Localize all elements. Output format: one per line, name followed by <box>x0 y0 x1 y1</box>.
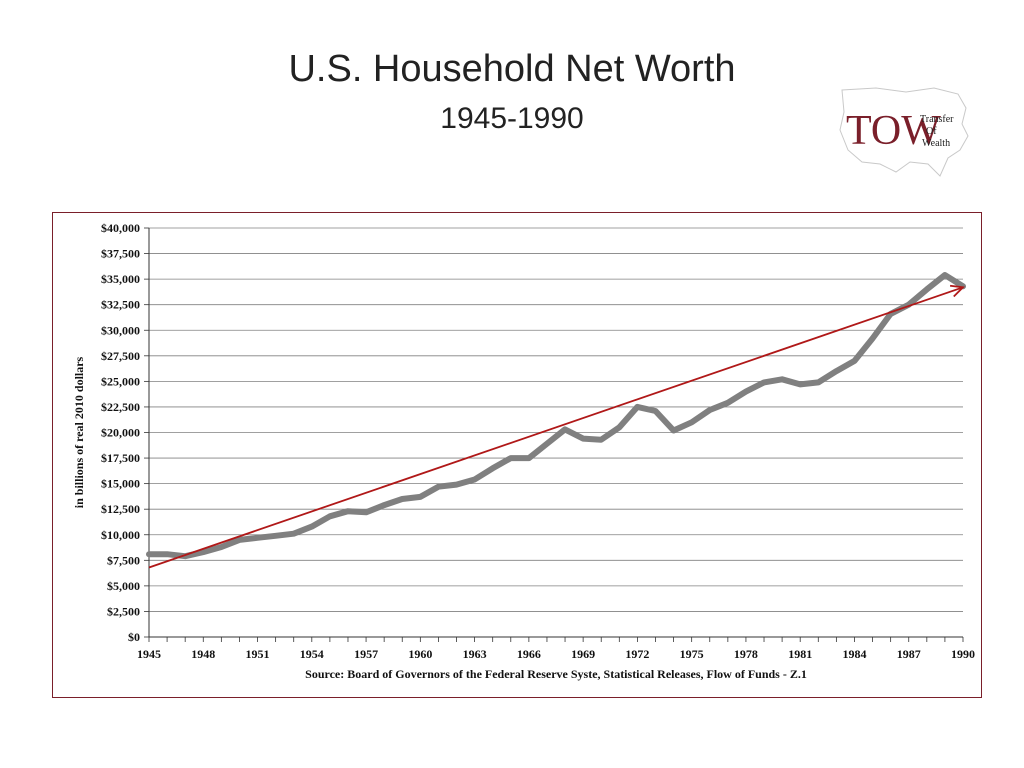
series-point <box>456 484 458 486</box>
series-point <box>293 533 295 535</box>
y-tick-label: $5,000 <box>107 579 140 593</box>
series-point <box>853 360 855 362</box>
x-tick-label: 1948 <box>191 647 215 661</box>
series-point <box>872 337 874 339</box>
series-point <box>817 381 819 383</box>
logo-line-2: Of <box>926 126 937 137</box>
series-point <box>474 479 476 481</box>
chart-frame: $0 $2,500 $5,000 $7,500 $10,000 $12,500 $15,00… <box>52 212 982 698</box>
series-line-net-worth <box>146 272 966 560</box>
series-point <box>926 288 928 290</box>
series-point <box>510 457 512 459</box>
series-point <box>636 406 638 408</box>
series-point <box>347 510 349 512</box>
x-tick-label: 1987 <box>897 647 921 661</box>
y-tick-label: $2,500 <box>107 604 140 618</box>
x-tick-label: 1972 <box>625 647 649 661</box>
series-point <box>383 504 385 506</box>
y-axis-title: in billions of real 2010 dollars <box>72 356 86 508</box>
y-tick-label: $7,500 <box>107 553 140 567</box>
x-tick-label: 1945 <box>137 647 161 661</box>
logo-line-3: Wealth <box>922 138 950 149</box>
y-tick-label: $27,500 <box>101 349 140 363</box>
y-tick-label: $40,000 <box>101 221 140 235</box>
y-tick-label: $30,000 <box>101 323 140 337</box>
x-axis-tick-labels: 1945 1948 1951 1954 1957 1960 1963 1966 1969 1972… <box>137 647 975 661</box>
x-tick-label: 1975 <box>680 647 704 661</box>
series-point <box>564 428 566 430</box>
x-tick-label: 1957 <box>354 647 378 661</box>
series-point <box>835 370 837 372</box>
series-point <box>654 410 656 412</box>
series-point <box>799 383 801 385</box>
trend-arrow-head <box>949 284 965 298</box>
series-point <box>257 537 259 539</box>
series-point <box>220 546 222 548</box>
y-tick-label: $22,500 <box>101 400 140 414</box>
series-point <box>275 535 277 537</box>
x-tick-label: 1951 <box>246 647 270 661</box>
series-point <box>600 439 602 441</box>
y-tick-label: $35,000 <box>101 272 140 286</box>
y-tick-label: $20,000 <box>101 426 140 440</box>
series-point <box>763 381 765 383</box>
trend-arrow <box>148 286 964 569</box>
series-point <box>528 457 530 459</box>
series-point <box>618 426 620 428</box>
y-tick-label: $37,500 <box>101 247 140 261</box>
x-tick-label: 1978 <box>734 647 758 661</box>
y-tick-label: $12,500 <box>101 502 140 516</box>
series-point <box>890 313 892 315</box>
us-map-outline <box>839 87 969 177</box>
series-point <box>437 486 439 488</box>
series-point <box>691 421 693 423</box>
series-point <box>202 551 204 553</box>
series-point <box>673 429 675 431</box>
series-point <box>546 443 548 445</box>
series-point <box>166 553 168 555</box>
series-point <box>908 304 910 306</box>
x-tick-label: 1963 <box>463 647 487 661</box>
slide-title: U.S. Household Net Worth <box>288 48 736 90</box>
x-tick-label: 1969 <box>571 647 595 661</box>
series-point <box>401 498 403 500</box>
y-tick-label: $17,500 <box>101 451 140 465</box>
series-point <box>781 378 783 380</box>
y-tick-label: $25,000 <box>101 374 140 388</box>
series-point <box>582 438 584 440</box>
slide-subtitle: 1945-1990 <box>440 102 584 135</box>
series-point <box>365 511 367 513</box>
x-tick-label: 1990 <box>951 647 975 661</box>
x-tick-label: 1984 <box>842 647 866 661</box>
gridlines <box>144 227 964 642</box>
y-tick-label: $0 <box>128 630 140 644</box>
y-tick-label: $15,000 <box>101 477 140 491</box>
series-point <box>709 409 711 411</box>
series-point <box>311 526 313 528</box>
series-point <box>745 391 747 393</box>
y-axis-tick-labels: $0 $2,500 $5,000 $7,500 $10,000 $12,500 $15,00… <box>101 221 140 644</box>
series-points <box>148 274 964 557</box>
tow-logo: TOW Transfer Of Wealth <box>839 87 969 177</box>
series-point <box>419 496 421 498</box>
series-point <box>944 274 946 276</box>
series-point <box>727 402 729 404</box>
logo-line-1: Transfer <box>920 114 954 125</box>
x-tick-label: 1966 <box>517 647 541 661</box>
logo-initials: TOW <box>846 108 941 154</box>
line-chart: $0 $2,500 $5,000 $7,500 $10,000 $12,500 $15,00… <box>72 221 975 681</box>
x-tick-label: 1960 <box>408 647 432 661</box>
x-tick-label: 1981 <box>788 647 812 661</box>
series-point <box>238 539 240 541</box>
series-point <box>329 515 331 517</box>
y-tick-label: $10,000 <box>101 528 140 542</box>
series-point <box>492 467 494 469</box>
series-point <box>148 553 150 555</box>
source-note: Source: Board of Governors of the Federa… <box>305 667 807 681</box>
x-tick-label: 1954 <box>300 647 324 661</box>
y-tick-label: $32,500 <box>101 298 140 312</box>
